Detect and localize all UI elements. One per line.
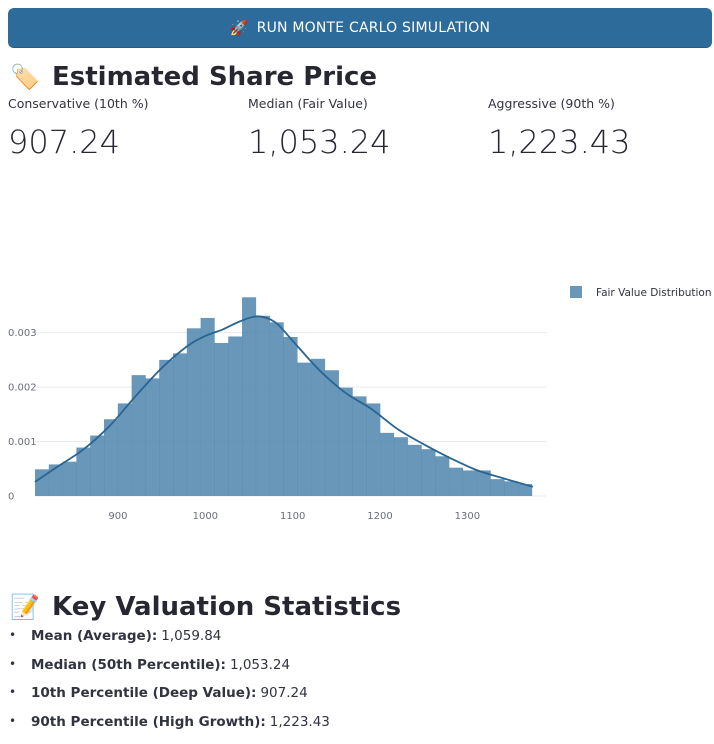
key-valuation-statistics-heading: 📝 Key Valuation Statistics xyxy=(10,592,401,622)
histogram-bar xyxy=(269,322,284,496)
histogram-bar xyxy=(490,479,505,496)
chart-legend[interactable]: Fair Value Distribution xyxy=(570,286,712,299)
memo-icon: 📝 xyxy=(10,593,40,621)
y-tick-label: 0.003 xyxy=(8,328,37,339)
histogram-bar xyxy=(324,370,339,496)
metric-value: 1,223.43 xyxy=(488,123,631,161)
price-tag-icon: 🏷️ xyxy=(10,63,40,91)
histogram-bar xyxy=(311,358,326,496)
histogram-bar xyxy=(214,343,229,496)
list-item: • 10th Percentile (Deep Value): 907.24 xyxy=(9,685,308,701)
stat-value: 1,059.84 xyxy=(161,628,222,644)
estimated-share-price-heading: 🏷️ Estimated Share Price xyxy=(10,62,377,92)
x-tick-label: 1000 xyxy=(193,511,218,522)
histogram-bar xyxy=(117,403,132,496)
histogram-bar xyxy=(159,359,174,496)
histogram-bars xyxy=(34,297,534,496)
x-tick-label: 1200 xyxy=(367,511,392,522)
kde-density-line xyxy=(34,315,534,488)
legend-swatch xyxy=(570,286,582,298)
stat-value: 907.24 xyxy=(260,685,308,701)
legend-label: Fair Value Distribution xyxy=(596,287,712,299)
x-tick-label: 1300 xyxy=(455,511,480,522)
histogram-bar xyxy=(283,337,298,496)
histogram-bar xyxy=(297,362,312,496)
y-axis-tick-labels: 0 0.001 0.002 0.003 xyxy=(8,328,37,502)
y-tick-label: 0 xyxy=(8,492,14,503)
histogram-bar xyxy=(76,447,91,496)
histogram-bar xyxy=(338,387,353,496)
histogram-bar xyxy=(145,378,160,496)
histogram-bar xyxy=(131,375,146,496)
metric-median: Median (Fair Value) 1,053.24 xyxy=(248,96,391,161)
histogram-bar xyxy=(421,449,436,496)
histogram-bar xyxy=(393,437,408,496)
stat-label: Median (50th Percentile): xyxy=(31,656,226,673)
histogram-bar xyxy=(242,297,257,496)
x-tick-label: 1100 xyxy=(280,511,305,522)
estimated-share-price-title: Estimated Share Price xyxy=(52,62,378,92)
metric-value: 1,053.24 xyxy=(248,123,391,161)
list-item: • Median (50th Percentile): 1,053.24 xyxy=(9,656,291,673)
list-item: • 90th Percentile (High Growth): 1,223.43 xyxy=(9,713,330,730)
metric-aggressive: Aggressive (90th %) 1,223.43 xyxy=(488,96,631,161)
x-axis-tick-labels: 900 1000 1100 1200 1300 xyxy=(108,511,480,522)
histogram-bar xyxy=(62,461,77,496)
histogram-bar xyxy=(462,470,477,496)
y-tick-label: 0.002 xyxy=(8,383,37,394)
histogram-bar xyxy=(48,464,63,496)
y-tick-label: 0.001 xyxy=(8,437,37,448)
histogram-bar xyxy=(200,317,215,496)
list-item: • Mean (Average): 1,059.84 xyxy=(9,628,222,644)
run-button-label: RUN MONTE CARLO SIMULATION xyxy=(256,20,491,36)
histogram-bar xyxy=(366,403,381,496)
stat-value: 1,053.24 xyxy=(229,656,291,673)
x-tick-label: 900 xyxy=(108,511,127,522)
metric-label: Median (Fair Value) xyxy=(248,96,368,111)
histogram-bar xyxy=(518,484,533,496)
histogram-bar xyxy=(449,467,464,496)
histogram-bar xyxy=(380,432,395,496)
histogram-bar xyxy=(173,353,188,496)
statistics-list: • Mean (Average): 1,059.84 • Median (50th P… xyxy=(8,628,330,742)
metric-label: Aggressive (90th %) xyxy=(488,96,615,111)
key-valuation-statistics-title: Key Valuation Statistics xyxy=(52,592,402,622)
stat-label: Mean (Average): xyxy=(31,628,158,644)
histogram-bar xyxy=(228,336,243,496)
histogram-bar xyxy=(407,444,422,496)
histogram-bar xyxy=(435,456,450,496)
metric-value: 907.24 xyxy=(8,123,120,161)
fair-value-distribution-chart[interactable]: 0 0.001 0.002 0.003 900 1000 1100 1200 1300 Fai… xyxy=(0,180,714,540)
stat-label: 90th Percentile (High Growth): xyxy=(31,713,266,730)
rocket-icon: 🚀 xyxy=(229,19,249,37)
histogram-bar xyxy=(255,315,270,496)
histogram-bar xyxy=(476,470,491,496)
metric-conservative: Conservative (10th %) 907.24 xyxy=(8,96,148,161)
stat-label: 10th Percentile (Deep Value): xyxy=(31,685,257,701)
histogram-bar xyxy=(35,469,50,496)
histogram-bar xyxy=(104,419,119,496)
stat-value: 1,223.43 xyxy=(269,713,330,730)
histogram-bar xyxy=(352,396,367,496)
histogram-bar xyxy=(90,435,105,496)
histogram-bar xyxy=(504,481,519,496)
metric-label: Conservative (10th %) xyxy=(8,96,149,111)
histogram-bar xyxy=(186,328,201,496)
run-monte-carlo-button[interactable]: 🚀 RUN MONTE CARLO SIMULATION xyxy=(8,8,712,48)
